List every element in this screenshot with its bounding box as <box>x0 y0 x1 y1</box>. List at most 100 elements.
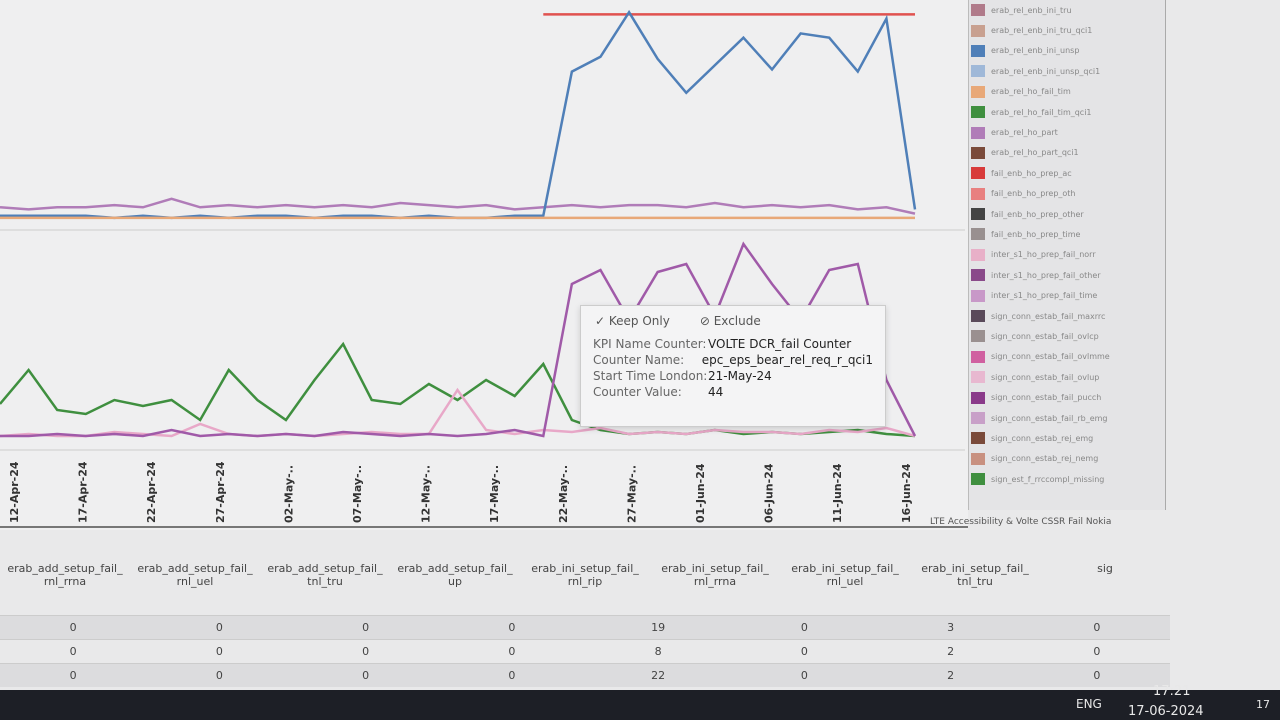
legend-swatch <box>971 4 985 17</box>
legend-swatch <box>971 187 985 200</box>
tooltip-label: KPI Name Counter: <box>593 337 707 351</box>
table-cell: 0 <box>508 669 516 682</box>
legend-swatch <box>971 412 985 424</box>
legend-label: fail_enb_ho_prep_time <box>991 229 1081 239</box>
legend-label: sign_conn_estab_fail_ovlcp <box>991 331 1099 341</box>
chart-bg <box>0 0 968 530</box>
legend-label: erab_rel_enb_ini_unsp_qci1 <box>991 66 1101 76</box>
series-line <box>0 241 917 438</box>
legend-item[interactable]: erab_rel_enb_ini_unsp_qci1 <box>969 61 1165 81</box>
x-tick-label: 17-Apr-24 <box>77 461 90 523</box>
tooltip-value: 44 <box>708 385 724 399</box>
x-tick-label: 16-Jun-24 <box>900 463 913 523</box>
x-tick-label: 22-Apr-24 <box>145 461 158 523</box>
legend: erab_rel_enb_ini_tru erab_rel_enb_ini_tru… <box>968 0 1166 510</box>
legend-item[interactable]: erab_rel_enb_ini_tru_qci1 <box>969 20 1165 40</box>
legend-item[interactable]: sign_conn_estab_fail_ovlup <box>969 367 1165 387</box>
column-header: erab_add_setup_fail_ rnl_rrna <box>7 562 123 588</box>
legend-item[interactable]: fail_enb_ho_prep_ac <box>969 163 1165 183</box>
legend-item[interactable]: fail_enb_ho_prep_time <box>969 224 1165 244</box>
legend-swatch <box>971 269 985 282</box>
legend-swatch <box>971 126 985 139</box>
legend-label: fail_enb_ho_prep_other <box>991 209 1084 219</box>
x-tick-label: 12-Apr-24 <box>8 461 21 523</box>
exclude[interactable]: ⊘ Exclude <box>699 314 761 328</box>
tooltip-label: Start Time London: <box>593 369 708 383</box>
legend-item[interactable]: erab_rel_ho_part <box>969 122 1165 142</box>
legend-swatch <box>971 106 985 119</box>
column-header: sig <box>1097 562 1113 575</box>
x-tick-label: 11-Jun-24 <box>831 463 844 523</box>
table-cell: 22 <box>651 669 666 682</box>
legend-item[interactable]: inter_s1_ho_prep_fail_other <box>969 265 1165 285</box>
tooltip-row: Counter Name: epc_eps_bear_rel_req_r_qci1 <box>581 352 885 368</box>
notification-count[interactable]: 17 <box>1256 698 1270 711</box>
legend-label: sign_conn_estab_fail_ovlup <box>991 372 1100 382</box>
legend-swatch <box>971 65 985 78</box>
legend-label: erab_rel_enb_ini_tru <box>991 5 1072 15</box>
legend-item[interactable]: erab_rel_enb_ini_unsp <box>969 41 1165 61</box>
table-cell: 3 <box>947 621 955 634</box>
tooltip-value: VOLTE DCR_fail Counter <box>708 337 852 351</box>
legend-label: fail_enb_ho_prep_oth <box>991 189 1076 199</box>
legend-swatch <box>971 350 985 363</box>
legend-item[interactable]: inter_s1_ho_prep_fail_time <box>969 285 1165 305</box>
legend-label: erab_rel_enb_ini_tru_qci1 <box>991 26 1093 36</box>
keep-only-label: Keep Only <box>608 314 670 328</box>
legend-item[interactable]: sign_conn_estab_fail_pucch <box>969 387 1165 407</box>
legend-swatch <box>971 44 985 57</box>
legend-item[interactable]: sign_conn_estab_rej_emg <box>969 428 1165 448</box>
legend-swatch <box>971 371 985 384</box>
x-tick-label: 27-Apr-24 <box>214 461 227 523</box>
legend-item[interactable]: erab_rel_ho_fail_tim_qci1 <box>969 102 1165 122</box>
column-header: erab_add_setup_fail_ tnl_tru <box>267 562 383 588</box>
legend-item[interactable]: sign_conn_estab_fail_ovlcp <box>969 326 1165 346</box>
x-tick-label: 01-Jun-24 <box>694 463 707 523</box>
table-cell: 0 <box>69 669 77 682</box>
legend-item[interactable]: sign_conn_estab_fail_rb_emg <box>969 408 1165 428</box>
line-chart: 12-Apr-24 17-Apr-24 22-Apr-24 27-Apr-24 02-M… <box>0 0 968 530</box>
legend-item[interactable]: sign_conn_estab_fail_ovlmme <box>969 347 1165 367</box>
legend-item[interactable]: sign_conn_estab_rej_nemg <box>969 449 1165 469</box>
x-tick-label: 17-May-.. <box>488 465 501 523</box>
legend-swatch <box>971 330 985 343</box>
legend-item[interactable]: erab_rel_ho_part_qci1 <box>969 143 1165 163</box>
table-row: 0 0 0 0 22 0 2 0 <box>0 663 1170 687</box>
column-header: erab_ini_setup_fail_ tnl_tru <box>921 562 1029 588</box>
legend-swatch <box>971 452 985 465</box>
column-header: erab_add_setup_fail_ rnl_uel <box>137 562 253 588</box>
legend-item[interactable]: erab_rel_enb_ini_tru <box>969 0 1165 20</box>
x-tick-label: 27-May-.. <box>625 465 638 523</box>
column-header: erab_ini_setup_fail_ rnl_rip <box>531 562 639 588</box>
tooltip-label: Counter Value: <box>593 385 682 399</box>
table-cell: 0 <box>508 645 516 658</box>
legend-label: fail_enb_ho_prep_ac <box>991 168 1072 178</box>
legend-swatch <box>971 391 985 404</box>
keep-only[interactable]: ✓ Keep Only <box>595 314 670 328</box>
legend-item[interactable]: fail_enb_ho_prep_oth <box>969 184 1165 204</box>
series-line <box>0 197 916 215</box>
legend-item[interactable]: inter_s1_ho_prep_fail_norr <box>969 245 1165 265</box>
language[interactable]: ENG <box>1076 697 1102 711</box>
table-cell: 0 <box>362 669 370 682</box>
table-cell: 0 <box>215 621 223 634</box>
taskbar: ENG 17:21 17-06-2024 17 <box>0 684 1280 720</box>
legend-item[interactable]: sign_conn_estab_fail_maxrrc <box>969 306 1165 326</box>
legend-label: inter_s1_ho_prep_fail_time <box>991 291 1098 301</box>
clock-time[interactable]: 17:21 <box>1153 684 1191 699</box>
table-cell: 2 <box>947 645 955 658</box>
legend-swatch <box>971 248 985 261</box>
legend-label: erab_rel_ho_part <box>991 128 1058 138</box>
clock-date[interactable]: 17-06-2024 <box>1128 704 1204 719</box>
table-header: erab_add_setup_fail_ rnl_rrna erab_add_se… <box>0 540 1170 615</box>
legend-swatch <box>971 473 985 486</box>
legend-label: sign_conn_estab_fail_ovlmme <box>991 352 1110 362</box>
legend-label: sign_conn_estab_rej_emg <box>991 433 1094 443</box>
table: erab_add_setup_fail_ rnl_rrna erab_add_se… <box>0 540 1170 687</box>
legend-item[interactable]: erab_rel_ho_fail_tim <box>969 82 1165 102</box>
tooltip-row: Counter Value: 44 <box>581 384 885 400</box>
legend-item[interactable]: sign_est_f_rrccompl_missing <box>969 469 1165 489</box>
legend-item[interactable]: fail_enb_ho_prep_other <box>969 204 1165 224</box>
legend-label: sign_conn_estab_fail_pucch <box>991 393 1102 403</box>
legend-label: inter_s1_ho_prep_fail_norr <box>991 250 1096 260</box>
